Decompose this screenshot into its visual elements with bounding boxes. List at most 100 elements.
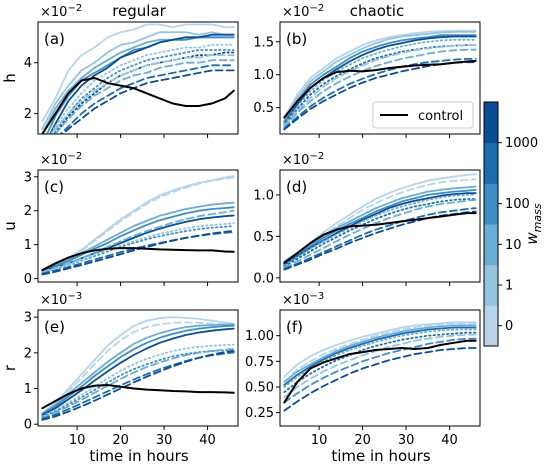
chart-panel: 0.0 0.5 1.0 ×10−2 (d) xyxy=(253,151,481,286)
plot-frame xyxy=(279,169,481,283)
series-line xyxy=(283,188,477,264)
colorbar-band xyxy=(484,264,498,306)
series-line xyxy=(54,59,235,134)
series-line xyxy=(283,207,477,270)
axis-multiplier: ×10−3 xyxy=(40,291,82,308)
y-tick-label: 1.5 xyxy=(253,35,274,50)
series-group xyxy=(41,316,235,421)
series-line xyxy=(41,351,235,420)
series-line xyxy=(41,201,235,272)
y-tick-label: 2 xyxy=(24,346,32,361)
colorbar-tick-label: 10 xyxy=(505,238,522,253)
panel-label: (e) xyxy=(44,318,65,336)
column-title-chaotic: chaotic xyxy=(350,2,404,20)
colorbar-frame xyxy=(483,101,499,347)
panel-label: (b) xyxy=(286,30,307,48)
colorbar-band xyxy=(484,305,498,347)
legend-control-label: control xyxy=(418,109,463,124)
series-line xyxy=(49,33,235,134)
y-axis-label: h xyxy=(1,73,19,83)
colorbar-label: wmass xyxy=(523,203,544,244)
control-line xyxy=(41,247,235,272)
plot-frame xyxy=(37,309,239,427)
series-group xyxy=(41,23,235,134)
x-axis-label-left: time in hours xyxy=(89,447,188,465)
series-line xyxy=(283,198,477,269)
series-line xyxy=(283,193,477,267)
legend-box xyxy=(372,101,474,129)
series-line xyxy=(54,51,235,134)
series-line xyxy=(41,327,235,417)
x-tick-label: 40 xyxy=(441,433,458,448)
series-line xyxy=(41,323,235,415)
axis-multiplier: ×10−2 xyxy=(282,151,324,168)
x-tick-label: 30 xyxy=(398,433,415,448)
series-group xyxy=(283,29,477,131)
control-line xyxy=(283,59,477,119)
plot-frame xyxy=(279,21,481,135)
axis-multiplier: ×10−2 xyxy=(40,3,82,20)
series-line xyxy=(283,48,477,129)
y-tick-label: 0.5 xyxy=(253,101,274,116)
series-group xyxy=(283,321,477,412)
series-group xyxy=(41,175,235,276)
series-line xyxy=(283,326,477,386)
chart-panel: 2 4 ×10−2 (a) h xyxy=(1,3,239,138)
axis-multiplier: ×10−2 xyxy=(40,151,82,168)
x-tick-label: 20 xyxy=(354,433,371,448)
colorbar-label-sub: mass xyxy=(531,203,544,232)
colorbar-band xyxy=(484,142,498,184)
y-tick-label: 0.50 xyxy=(245,380,274,395)
series-line xyxy=(283,34,477,123)
series-line xyxy=(41,31,235,130)
series-line xyxy=(283,29,477,119)
panels: 2 4 ×10−2 (a) h 0.5 1.0 1.5 ×10−2 (b) 0 1 2 3 ×10−2 (c)… xyxy=(1,3,481,448)
axis-multiplier: ×10−3 xyxy=(282,291,324,308)
colorbar-band xyxy=(484,102,498,144)
control-line xyxy=(41,77,235,134)
series-line xyxy=(41,343,235,418)
series-line xyxy=(52,49,235,134)
panel-label: (d) xyxy=(286,178,307,196)
colorbar-tick-label: 1 xyxy=(505,279,513,294)
series-line xyxy=(41,206,235,272)
y-tick-label: 1 xyxy=(24,382,32,397)
series-line xyxy=(41,321,235,416)
series-line xyxy=(41,209,235,273)
axis-multiplier: ×10−2 xyxy=(282,3,324,20)
series-line xyxy=(41,229,235,276)
y-axis-label: r xyxy=(1,364,19,371)
colorbar-label-main: w xyxy=(523,232,541,245)
series-line xyxy=(283,38,477,125)
y-tick-label: 2 xyxy=(24,204,32,219)
y-tick-label: 0 xyxy=(24,272,32,287)
chart-panel: 10 20 30 40 0 1 2 3 ×10−3 (e) r xyxy=(1,291,239,448)
series-line xyxy=(283,324,477,383)
chart-panel: 0 1 2 3 ×10−2 (c) u xyxy=(1,151,239,287)
chart-panel: 0.5 1.0 1.5 ×10−2 (b) xyxy=(253,3,481,138)
colorbar-tick-label: 1000 xyxy=(505,136,538,151)
panel-label: (a) xyxy=(44,30,65,48)
y-tick-label: 1.00 xyxy=(245,329,274,344)
x-tick-label: 10 xyxy=(69,433,86,448)
control-line xyxy=(283,339,477,404)
panel-label: (c) xyxy=(44,178,64,196)
y-tick-label: 1.0 xyxy=(253,188,274,203)
y-tick-label: 2 xyxy=(24,107,32,122)
series-line xyxy=(283,173,477,263)
series-line xyxy=(41,222,235,274)
plot-frame xyxy=(37,21,239,135)
panel-label: (f) xyxy=(286,318,303,336)
series-line xyxy=(41,349,235,419)
series-line xyxy=(283,58,477,130)
series-line xyxy=(283,44,477,127)
series-line xyxy=(283,337,477,404)
series-line xyxy=(41,23,235,123)
x-tick-label: 40 xyxy=(199,433,216,448)
series-line xyxy=(59,64,235,134)
y-tick-label: 3 xyxy=(24,311,32,326)
colorbar-tick-label: 0 xyxy=(505,319,513,334)
series-line xyxy=(50,44,235,134)
series-line xyxy=(41,225,235,274)
